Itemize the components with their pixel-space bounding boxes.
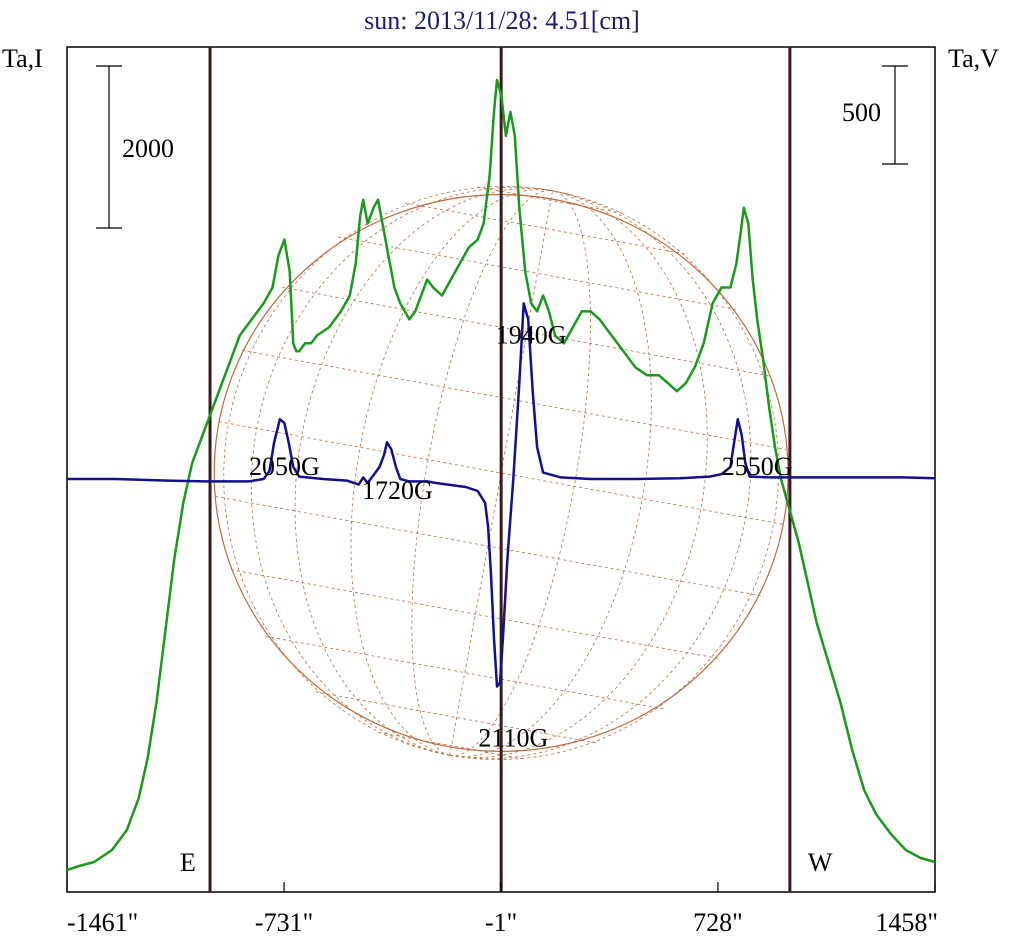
chart-title: sun: 2013/11/28: 4.51[cm] bbox=[364, 6, 640, 35]
disk-parallel bbox=[404, 202, 687, 255]
right-axis-label: Ta,V bbox=[948, 44, 999, 73]
field-strength-label: 1720G bbox=[362, 476, 433, 505]
disk-parallel bbox=[337, 236, 738, 311]
disk-parallel bbox=[218, 421, 784, 525]
x-tick-label: -1" bbox=[485, 908, 517, 937]
x-tick-labels: -1461" -731" -1" 728" 1458" bbox=[66, 882, 938, 937]
disk-parallel bbox=[378, 732, 525, 760]
limb-label: E bbox=[180, 848, 196, 877]
field-strength-label: 2050G bbox=[249, 452, 320, 481]
field-strength-label: 2110G bbox=[478, 723, 548, 752]
field-strength-label: 1940G bbox=[496, 320, 567, 349]
disk-parallel bbox=[315, 691, 598, 744]
x-tick-label: 728" bbox=[693, 908, 743, 937]
disk-meridian bbox=[449, 190, 553, 756]
disk-parallel bbox=[282, 286, 772, 377]
x-tick-label: -1461" bbox=[67, 908, 138, 937]
scale-bar-label-right: 500 bbox=[842, 98, 881, 127]
disk-parallel bbox=[231, 569, 720, 659]
annotations: 1940G 2050G 1720G 2550G 2110G bbox=[249, 320, 793, 752]
scale-bars: 2000 500 bbox=[96, 65, 908, 229]
disk-parallel bbox=[241, 349, 788, 450]
series-lines bbox=[66, 78, 936, 872]
disk-parallel bbox=[215, 496, 761, 597]
limb-label: W bbox=[808, 848, 833, 877]
scale-bar-label-left: 2000 bbox=[122, 134, 174, 163]
series-line-intensity bbox=[66, 78, 936, 872]
left-axis-label: Ta,I bbox=[2, 44, 43, 73]
field-strength-label: 2550G bbox=[722, 452, 793, 481]
disk-parallel bbox=[265, 635, 665, 710]
disk-parallel bbox=[477, 186, 624, 215]
x-tick-label: -731" bbox=[255, 908, 313, 937]
disk-meridian bbox=[449, 190, 708, 759]
disk-meridian bbox=[223, 185, 553, 756]
x-tick-label: 1458" bbox=[875, 908, 938, 937]
disk-meridian bbox=[294, 187, 553, 756]
series-line-polarization bbox=[67, 302, 936, 688]
